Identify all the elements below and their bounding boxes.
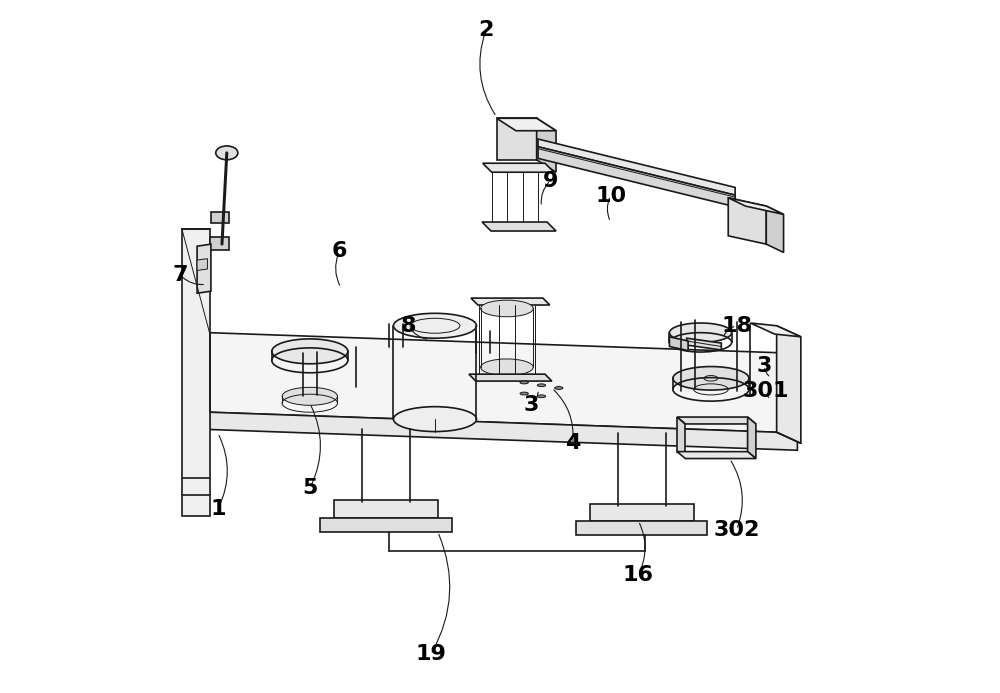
Ellipse shape [520, 381, 528, 384]
Text: 7: 7 [173, 265, 188, 286]
Polygon shape [777, 326, 801, 444]
Polygon shape [677, 452, 756, 459]
Text: 6: 6 [332, 241, 347, 261]
Ellipse shape [272, 339, 348, 364]
Polygon shape [471, 298, 550, 305]
Text: 16: 16 [623, 565, 654, 585]
Polygon shape [677, 417, 756, 424]
Text: 19: 19 [415, 644, 446, 665]
Ellipse shape [481, 300, 533, 317]
Polygon shape [210, 237, 229, 249]
Polygon shape [748, 417, 756, 459]
Polygon shape [576, 520, 707, 534]
Polygon shape [538, 147, 735, 207]
Ellipse shape [481, 359, 533, 376]
Polygon shape [669, 337, 688, 351]
Polygon shape [320, 518, 452, 532]
Polygon shape [728, 198, 766, 244]
Text: 302: 302 [713, 520, 760, 540]
Polygon shape [677, 417, 685, 452]
Polygon shape [497, 119, 556, 131]
Ellipse shape [673, 367, 749, 390]
Ellipse shape [537, 384, 546, 387]
Polygon shape [211, 211, 229, 223]
Text: 8: 8 [401, 316, 416, 335]
Ellipse shape [520, 392, 528, 395]
Polygon shape [766, 206, 784, 252]
Polygon shape [210, 412, 797, 450]
Ellipse shape [555, 387, 563, 389]
Polygon shape [483, 164, 554, 173]
Text: 3: 3 [523, 395, 539, 415]
Polygon shape [197, 244, 211, 293]
Ellipse shape [537, 395, 546, 398]
Polygon shape [687, 338, 721, 350]
Ellipse shape [216, 146, 238, 160]
Text: 18: 18 [721, 316, 752, 335]
Ellipse shape [669, 323, 732, 342]
Ellipse shape [282, 387, 337, 405]
Text: 301: 301 [742, 381, 789, 401]
Text: 9: 9 [543, 170, 558, 191]
Polygon shape [182, 229, 210, 516]
Text: 2: 2 [478, 19, 494, 40]
Polygon shape [469, 374, 552, 381]
Polygon shape [210, 333, 797, 433]
Polygon shape [497, 119, 537, 160]
Text: 5: 5 [302, 478, 317, 498]
Polygon shape [750, 323, 801, 337]
Text: 1: 1 [210, 499, 226, 519]
Polygon shape [537, 119, 556, 173]
Polygon shape [197, 258, 207, 270]
Polygon shape [334, 500, 438, 518]
Polygon shape [590, 505, 694, 520]
Text: 10: 10 [595, 186, 626, 206]
Ellipse shape [393, 313, 476, 338]
Polygon shape [538, 139, 735, 195]
Text: 4: 4 [565, 433, 580, 453]
Polygon shape [728, 198, 784, 214]
Ellipse shape [393, 407, 476, 432]
Polygon shape [482, 222, 556, 231]
Text: 3: 3 [757, 356, 772, 376]
